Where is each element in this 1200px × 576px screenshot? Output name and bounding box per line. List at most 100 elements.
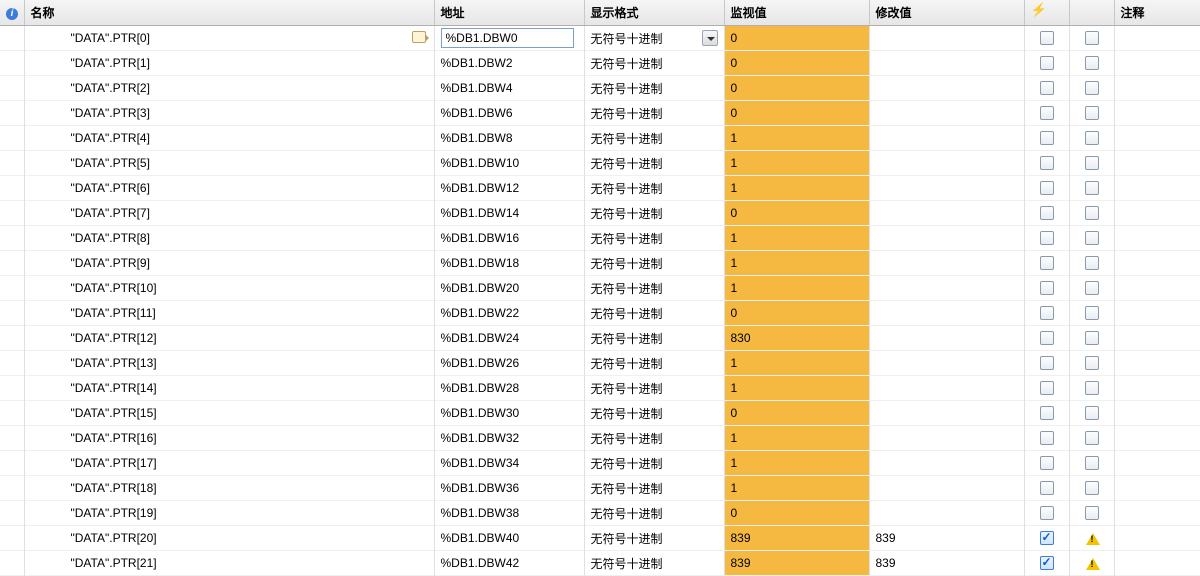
cell-flash[interactable] (1024, 76, 1069, 101)
cell-address[interactable]: %DB1.DBW4 (434, 76, 584, 101)
cell-note[interactable] (1114, 276, 1200, 301)
cell-note[interactable] (1114, 426, 1200, 451)
cell-checkbox[interactable] (1069, 351, 1114, 376)
cell-flash[interactable] (1024, 426, 1069, 451)
modify-checkbox[interactable] (1040, 556, 1054, 570)
cell-checkbox[interactable] (1069, 551, 1114, 576)
header-note[interactable]: 注释 (1114, 0, 1200, 26)
row-checkbox[interactable] (1085, 231, 1099, 245)
table-row[interactable]: "DATA".PTR[12]%DB1.DBW24无符号十进制830 (0, 326, 1200, 351)
table-row[interactable]: "DATA".PTR[4]%DB1.DBW8无符号十进制1 (0, 126, 1200, 151)
cell-modify[interactable] (869, 76, 1024, 101)
cell-modify[interactable] (869, 276, 1024, 301)
cell-address[interactable]: %DB1.DBW30 (434, 401, 584, 426)
cell-address[interactable]: %DB1.DBW34 (434, 451, 584, 476)
table-row[interactable]: "DATA".PTR[16]%DB1.DBW32无符号十进制1 (0, 426, 1200, 451)
cell-checkbox[interactable] (1069, 326, 1114, 351)
cell-note[interactable] (1114, 326, 1200, 351)
modify-checkbox[interactable] (1040, 181, 1054, 195)
cell-name[interactable]: "DATA".PTR[1] (24, 51, 434, 76)
tag-icon[interactable] (412, 31, 426, 43)
header-format[interactable]: 显示格式 (584, 0, 724, 26)
table-row[interactable]: "DATA".PTR[11]%DB1.DBW22无符号十进制0 (0, 301, 1200, 326)
row-checkbox[interactable] (1085, 331, 1099, 345)
cell-name[interactable]: "DATA".PTR[2] (24, 76, 434, 101)
cell-checkbox[interactable] (1069, 301, 1114, 326)
modify-checkbox[interactable] (1040, 456, 1054, 470)
table-row[interactable]: "DATA".PTR[18]%DB1.DBW36无符号十进制1 (0, 476, 1200, 501)
cell-format[interactable]: 无符号十进制 (584, 176, 724, 201)
cell-checkbox[interactable] (1069, 201, 1114, 226)
cell-name[interactable]: "DATA".PTR[9] (24, 251, 434, 276)
modify-checkbox[interactable] (1040, 106, 1054, 120)
cell-flash[interactable] (1024, 351, 1069, 376)
cell-name[interactable]: "DATA".PTR[4] (24, 126, 434, 151)
modify-checkbox[interactable] (1040, 256, 1054, 270)
cell-address[interactable]: %DB1.DBW38 (434, 501, 584, 526)
cell-name[interactable]: "DATA".PTR[15] (24, 401, 434, 426)
cell-format[interactable]: 无符号十进制 (584, 376, 724, 401)
modify-checkbox[interactable] (1040, 131, 1054, 145)
cell-address[interactable]: %DB1.DBW14 (434, 201, 584, 226)
cell-note[interactable] (1114, 501, 1200, 526)
cell-address[interactable]: %DB1.DBW22 (434, 301, 584, 326)
cell-checkbox[interactable] (1069, 451, 1114, 476)
cell-note[interactable] (1114, 351, 1200, 376)
cell-flash[interactable] (1024, 501, 1069, 526)
row-checkbox[interactable] (1085, 431, 1099, 445)
header-address[interactable]: 地址 (434, 0, 584, 26)
modify-checkbox[interactable] (1040, 406, 1054, 420)
cell-flash[interactable] (1024, 26, 1069, 51)
cell-note[interactable] (1114, 201, 1200, 226)
row-checkbox[interactable] (1085, 131, 1099, 145)
cell-note[interactable] (1114, 151, 1200, 176)
cell-name[interactable]: "DATA".PTR[0] (24, 26, 434, 51)
cell-address[interactable]: %DB1.DBW18 (434, 251, 584, 276)
row-checkbox[interactable] (1085, 281, 1099, 295)
table-row[interactable]: "DATA".PTR[8]%DB1.DBW16无符号十进制1 (0, 226, 1200, 251)
cell-checkbox[interactable] (1069, 176, 1114, 201)
cell-modify[interactable] (869, 226, 1024, 251)
cell-address[interactable]: %DB1.DBW28 (434, 376, 584, 401)
cell-name[interactable]: "DATA".PTR[5] (24, 151, 434, 176)
header-name[interactable]: 名称 (24, 0, 434, 26)
cell-flash[interactable] (1024, 526, 1069, 551)
cell-name[interactable]: "DATA".PTR[12] (24, 326, 434, 351)
cell-name[interactable]: "DATA".PTR[16] (24, 426, 434, 451)
modify-checkbox[interactable] (1040, 431, 1054, 445)
cell-flash[interactable] (1024, 101, 1069, 126)
modify-checkbox[interactable] (1040, 531, 1054, 545)
cell-address[interactable]: %DB1.DBW16 (434, 226, 584, 251)
cell-flash[interactable] (1024, 201, 1069, 226)
table-row[interactable]: "DATA".PTR[2]%DB1.DBW4无符号十进制0 (0, 76, 1200, 101)
row-checkbox[interactable] (1085, 506, 1099, 520)
cell-address[interactable]: %DB1.DBW40 (434, 526, 584, 551)
cell-flash[interactable] (1024, 51, 1069, 76)
modify-checkbox[interactable] (1040, 231, 1054, 245)
modify-checkbox[interactable] (1040, 81, 1054, 95)
table-row[interactable]: "DATA".PTR[1]%DB1.DBW2无符号十进制0 (0, 51, 1200, 76)
row-checkbox[interactable] (1085, 306, 1099, 320)
address-input[interactable]: %DB1.DBW0 (441, 28, 574, 48)
cell-checkbox[interactable] (1069, 501, 1114, 526)
table-row[interactable]: "DATA".PTR[20]%DB1.DBW40无符号十进制839839 (0, 526, 1200, 551)
cell-format[interactable]: 无符号十进制 (584, 201, 724, 226)
row-checkbox[interactable] (1085, 206, 1099, 220)
cell-name[interactable]: "DATA".PTR[20] (24, 526, 434, 551)
cell-format[interactable]: 无符号十进制 (584, 101, 724, 126)
cell-checkbox[interactable] (1069, 526, 1114, 551)
cell-checkbox[interactable] (1069, 26, 1114, 51)
cell-address[interactable]: %DB1.DBW32 (434, 426, 584, 451)
cell-name[interactable]: "DATA".PTR[10] (24, 276, 434, 301)
row-checkbox[interactable] (1085, 106, 1099, 120)
cell-format[interactable]: 无符号十进制 (584, 451, 724, 476)
cell-flash[interactable] (1024, 276, 1069, 301)
cell-modify[interactable] (869, 401, 1024, 426)
modify-checkbox[interactable] (1040, 356, 1054, 370)
header-modify[interactable]: 修改值 (869, 0, 1024, 26)
cell-modify[interactable] (869, 476, 1024, 501)
modify-checkbox[interactable] (1040, 331, 1054, 345)
cell-flash[interactable] (1024, 251, 1069, 276)
cell-checkbox[interactable] (1069, 251, 1114, 276)
cell-name[interactable]: "DATA".PTR[7] (24, 201, 434, 226)
